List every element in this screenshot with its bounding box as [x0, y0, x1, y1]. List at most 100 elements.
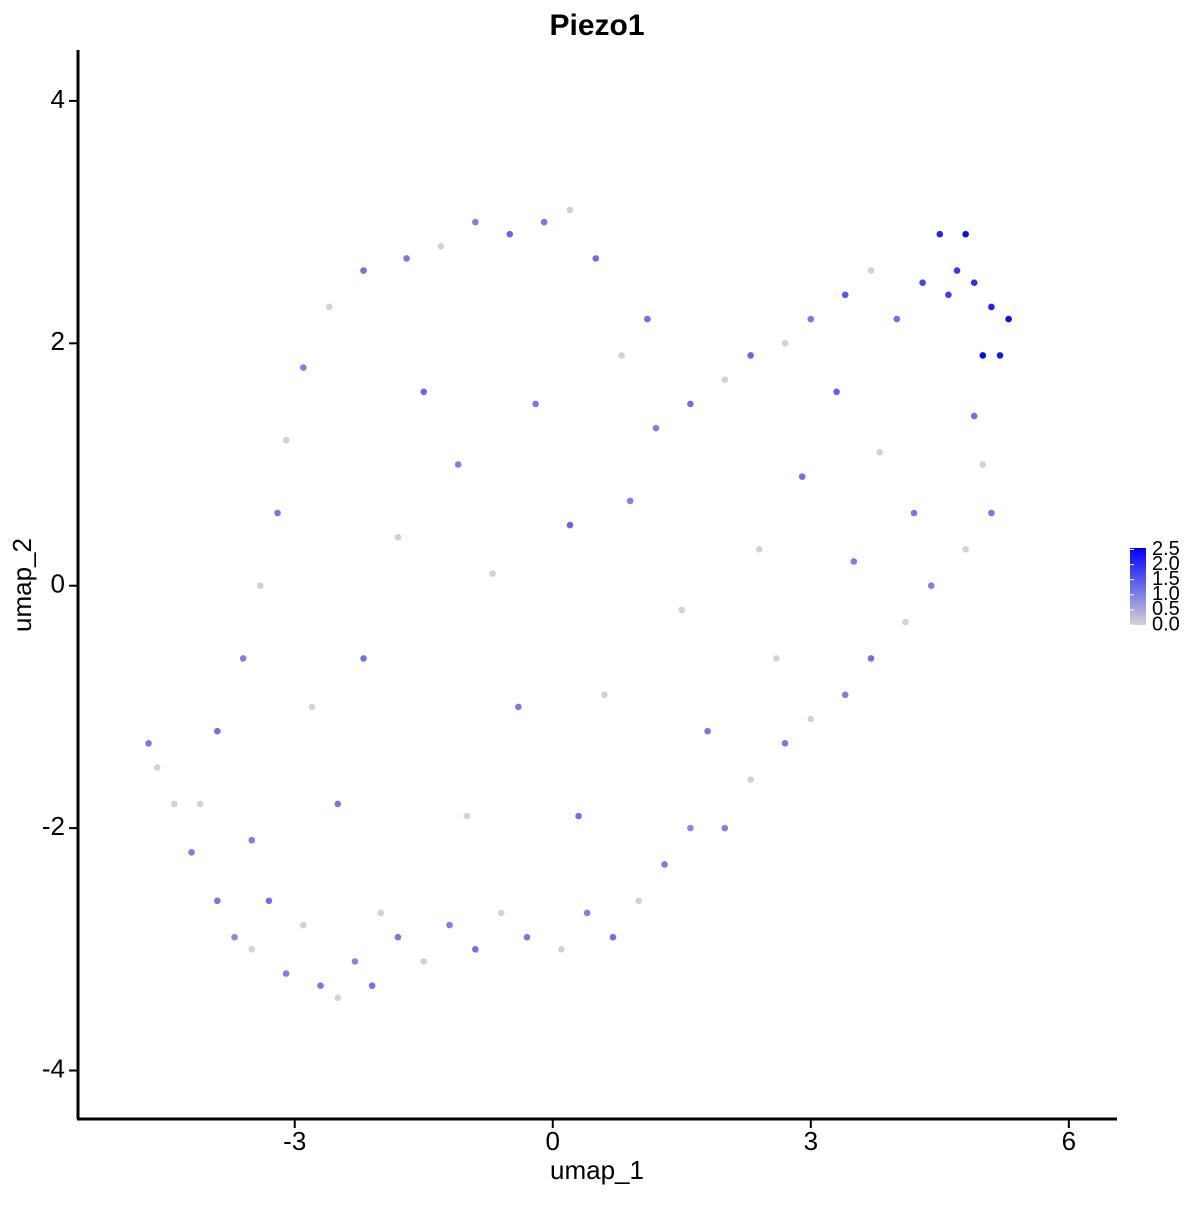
point	[214, 897, 221, 905]
point	[214, 727, 221, 735]
point	[446, 921, 453, 929]
point	[721, 376, 729, 383]
point	[540, 218, 548, 226]
x-tick-label: 3	[804, 1126, 818, 1156]
point	[773, 655, 780, 662]
point	[652, 424, 660, 432]
point	[265, 897, 273, 905]
point	[420, 388, 428, 396]
point	[747, 776, 754, 783]
point	[747, 352, 754, 359]
point	[394, 533, 402, 541]
chart-title: Piezo1	[549, 9, 644, 42]
colorbar-tick-label: 2.0	[1152, 553, 1180, 575]
point	[334, 800, 342, 808]
point	[489, 570, 496, 577]
point	[403, 255, 410, 262]
point	[368, 982, 376, 989]
x-tick-label: -3	[283, 1126, 306, 1156]
point	[936, 230, 944, 238]
point	[566, 206, 574, 214]
point	[282, 970, 290, 977]
point	[188, 849, 195, 856]
point	[394, 933, 402, 941]
point	[437, 243, 445, 250]
point	[231, 933, 238, 941]
point	[876, 449, 883, 456]
point	[472, 946, 479, 953]
point	[687, 400, 694, 408]
point	[962, 230, 969, 238]
point	[902, 618, 909, 626]
point	[867, 267, 875, 274]
point	[979, 352, 987, 359]
point	[609, 933, 617, 941]
point	[153, 764, 161, 771]
point	[635, 897, 643, 905]
point	[300, 921, 307, 929]
point	[472, 218, 479, 226]
point	[334, 994, 342, 1002]
point	[910, 509, 918, 517]
point	[532, 400, 539, 408]
point	[781, 340, 789, 347]
point	[377, 909, 385, 917]
y-tick-label: 2	[51, 326, 65, 356]
point	[325, 303, 333, 311]
point	[979, 461, 987, 468]
point	[583, 909, 591, 917]
point	[360, 655, 367, 662]
point	[248, 836, 256, 844]
colorbar-tick-label: 0.0	[1152, 613, 1180, 635]
point	[506, 230, 514, 238]
point	[807, 315, 815, 323]
point	[360, 267, 367, 274]
point	[558, 946, 565, 953]
point	[351, 958, 359, 965]
point	[282, 436, 290, 444]
point	[945, 291, 952, 299]
point	[678, 606, 686, 614]
point	[308, 703, 316, 711]
point	[850, 558, 858, 565]
x-tick-label: 0	[546, 1126, 560, 1156]
point	[970, 279, 978, 287]
point	[867, 655, 875, 662]
y-tick-label: -4	[42, 1053, 65, 1083]
point	[257, 582, 264, 590]
point	[575, 812, 582, 820]
point	[601, 691, 608, 699]
point	[145, 739, 152, 747]
point	[687, 824, 694, 832]
point	[1005, 315, 1012, 323]
point	[566, 521, 574, 529]
point	[755, 546, 763, 553]
point	[274, 509, 281, 517]
point	[626, 497, 634, 505]
point	[592, 255, 600, 262]
point	[420, 958, 428, 965]
point	[497, 909, 505, 917]
point	[523, 933, 531, 941]
colorbar-tick-label: 1.0	[1152, 583, 1180, 605]
point	[919, 279, 926, 287]
y-tick-label: 0	[51, 569, 65, 599]
point	[300, 364, 307, 371]
point	[704, 727, 711, 735]
point	[239, 655, 247, 662]
point	[515, 703, 522, 711]
point	[196, 800, 204, 808]
point	[463, 812, 471, 820]
x-tick-label: 6	[1062, 1126, 1076, 1156]
point	[171, 800, 178, 808]
point	[953, 267, 961, 274]
y-axis-label: umap_2	[7, 538, 37, 632]
point	[454, 461, 462, 468]
point	[781, 739, 789, 747]
point	[248, 946, 256, 953]
point	[317, 982, 324, 989]
point	[996, 352, 1004, 359]
point	[988, 303, 995, 311]
point	[618, 352, 625, 359]
